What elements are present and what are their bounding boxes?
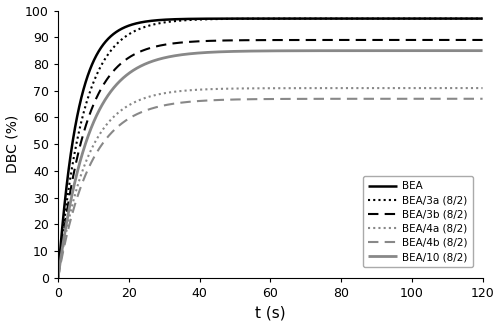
BEA — [480, 17, 486, 21]
Line: BEA/3b (8/2): BEA/3b (8/2) — [58, 40, 482, 278]
BEA/3b (8/2) — [250, 38, 256, 42]
BEA/3a (8/2) — [480, 17, 486, 21]
Legend: BEA, BEA/3a (8/2), BEA/3b (8/2), BEA/4a (8/2), BEA/4b (8/2), BEA/10 (8/2): BEA, BEA/3a (8/2), BEA/3b (8/2), BEA/4a … — [363, 176, 473, 267]
BEA — [262, 17, 268, 21]
Line: BEA: BEA — [58, 19, 482, 278]
BEA/10 (8/2) — [480, 49, 486, 52]
BEA — [390, 17, 396, 21]
BEA/3a (8/2) — [250, 17, 256, 21]
BEA/3a (8/2) — [468, 17, 473, 21]
BEA/10 (8/2) — [250, 49, 256, 53]
BEA — [76, 103, 82, 107]
BEA/3b (8/2) — [76, 145, 82, 149]
BEA/3a (8/2) — [76, 126, 82, 130]
BEA/4b (8/2) — [55, 276, 61, 280]
BEA — [468, 17, 473, 21]
Line: BEA/4b (8/2): BEA/4b (8/2) — [58, 99, 482, 278]
BEA/4a (8/2) — [262, 86, 268, 90]
BEA/4b (8/2) — [76, 188, 82, 192]
BEA/4a (8/2) — [467, 86, 473, 90]
BEA/4a (8/2) — [468, 86, 473, 90]
Y-axis label: DBC (%): DBC (%) — [6, 115, 20, 173]
BEA/3b (8/2) — [467, 38, 473, 42]
BEA — [250, 17, 256, 21]
BEA/10 (8/2) — [55, 276, 61, 280]
BEA/4a (8/2) — [250, 86, 256, 90]
BEA/10 (8/2) — [76, 161, 82, 165]
Line: BEA/10 (8/2): BEA/10 (8/2) — [58, 51, 482, 278]
BEA/10 (8/2) — [468, 49, 473, 52]
BEA/4b (8/2) — [468, 97, 473, 101]
Line: BEA/3a (8/2): BEA/3a (8/2) — [58, 19, 482, 278]
BEA/4a (8/2) — [55, 276, 61, 280]
BEA/10 (8/2) — [390, 49, 396, 52]
BEA/3b (8/2) — [55, 276, 61, 280]
BEA/4b (8/2) — [262, 97, 268, 101]
BEA/3b (8/2) — [468, 38, 473, 42]
BEA/3b (8/2) — [480, 38, 486, 42]
BEA/10 (8/2) — [262, 49, 268, 53]
BEA/4a (8/2) — [76, 177, 82, 181]
Line: BEA/4a (8/2): BEA/4a (8/2) — [58, 88, 482, 278]
BEA/4b (8/2) — [390, 97, 396, 101]
BEA — [55, 276, 61, 280]
BEA/4b (8/2) — [480, 97, 486, 101]
BEA/3a (8/2) — [55, 276, 61, 280]
BEA/3a (8/2) — [262, 17, 268, 21]
BEA — [467, 17, 473, 21]
BEA/3b (8/2) — [390, 38, 396, 42]
BEA/4a (8/2) — [390, 86, 396, 90]
BEA/3a (8/2) — [390, 17, 396, 21]
BEA/10 (8/2) — [467, 49, 473, 52]
BEA/4b (8/2) — [467, 97, 473, 101]
X-axis label: t (s): t (s) — [255, 305, 286, 320]
BEA/4b (8/2) — [250, 97, 256, 101]
BEA/3a (8/2) — [467, 17, 473, 21]
BEA/3b (8/2) — [262, 38, 268, 42]
BEA/4a (8/2) — [480, 86, 486, 90]
